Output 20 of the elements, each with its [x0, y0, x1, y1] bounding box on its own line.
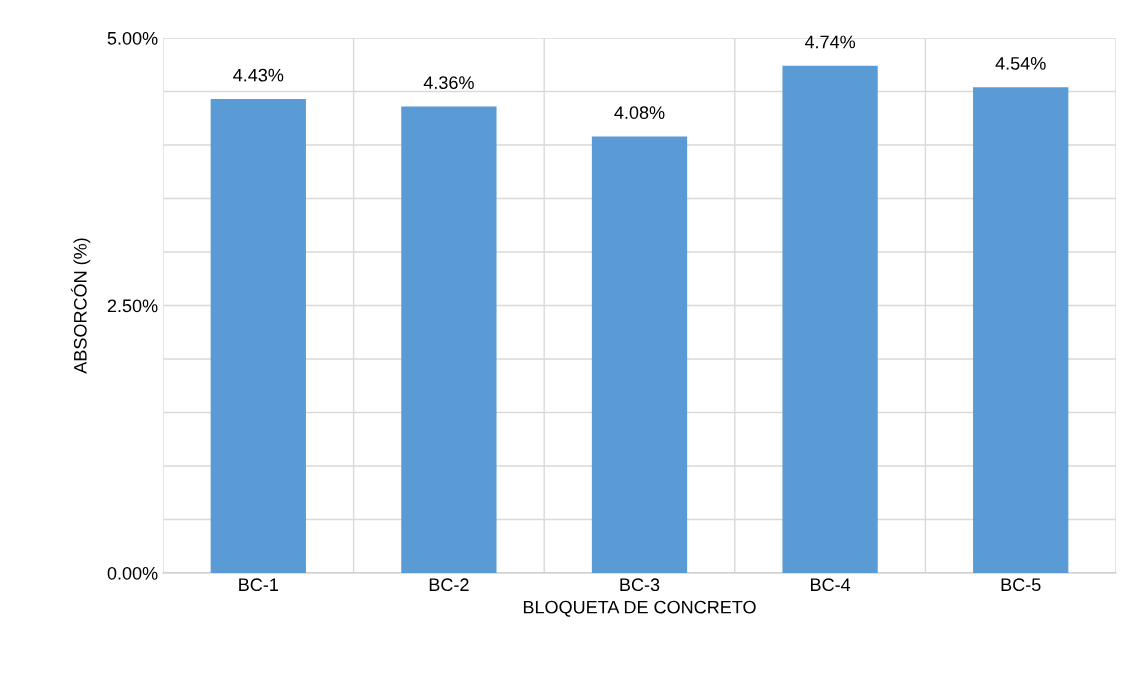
- bar: [210, 98, 306, 573]
- x-tick-label: BC-5: [1001, 578, 1041, 592]
- bar: [782, 65, 878, 573]
- x-axis-title: BLOQUETA DE CONCRETO: [523, 600, 756, 617]
- bar: [591, 136, 688, 573]
- y-tick-label: 2.50%: [107, 299, 158, 313]
- bar: [973, 87, 1069, 573]
- x-tick-label: BC-3: [620, 578, 660, 592]
- x-tick-label: BC-2: [429, 578, 469, 592]
- y-axis-title: ABSORCÓN (%): [70, 238, 91, 374]
- y-tick-label: 5.00%: [107, 31, 158, 45]
- data-label: 4.74%: [804, 35, 856, 49]
- data-label: 4.43%: [233, 68, 284, 82]
- x-tick-label: BC-4: [811, 578, 851, 592]
- bar: [401, 106, 497, 573]
- data-label: 4.54%: [995, 57, 1046, 70]
- y-tick-label: 0.00%: [107, 566, 158, 580]
- data-label: 4.08%: [614, 106, 665, 119]
- data-label: 4.36%: [423, 76, 474, 90]
- x-tick-label: BC-1: [239, 578, 278, 592]
